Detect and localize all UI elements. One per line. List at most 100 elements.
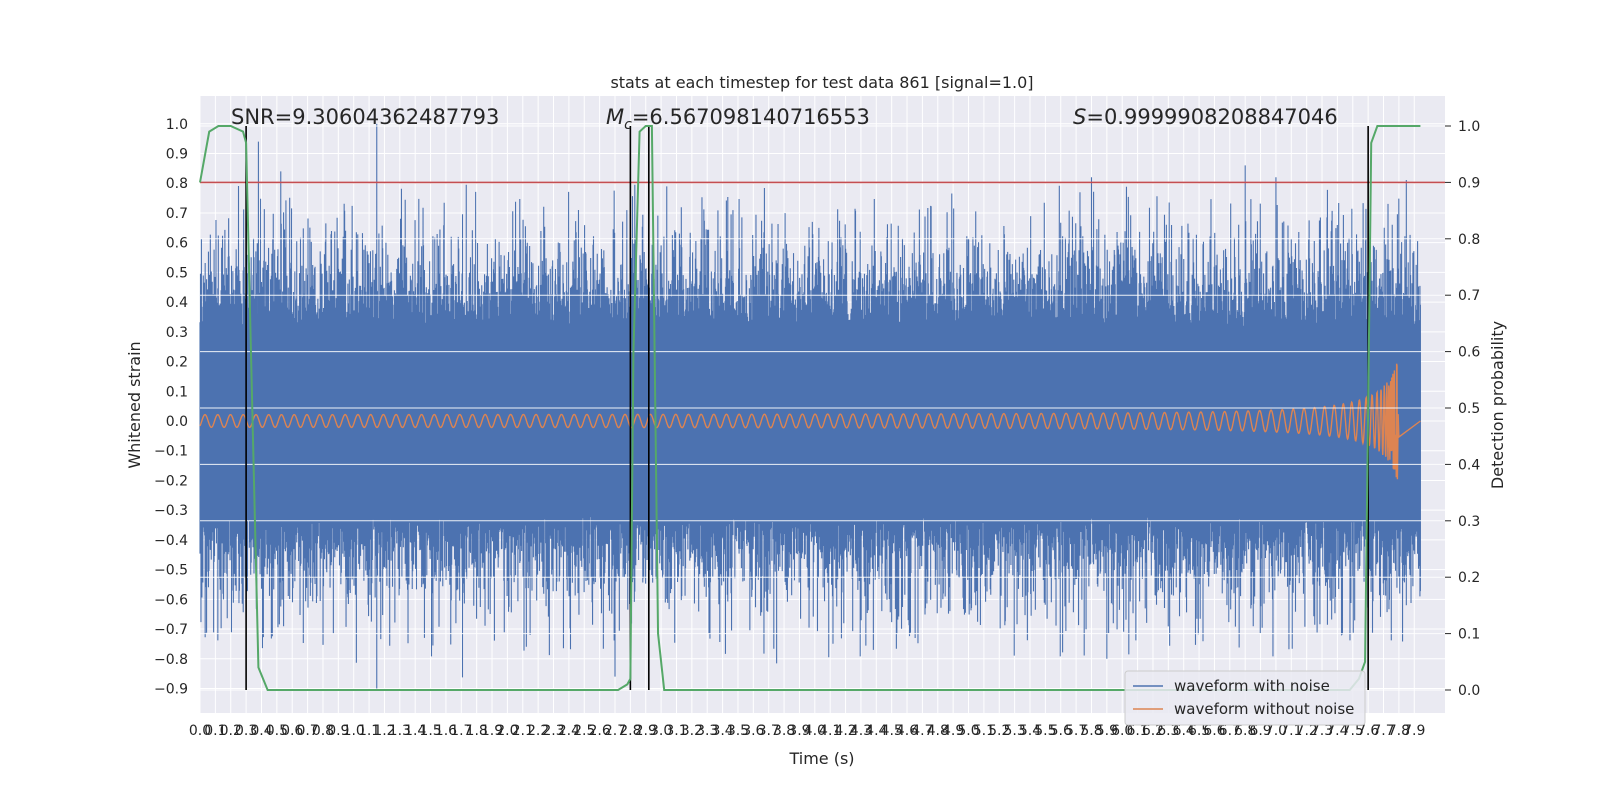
x-tick-label: 3.8: [773, 723, 795, 739]
x-tick-label: 2.3: [542, 723, 564, 739]
y-tick-label: 0.3: [166, 325, 188, 341]
y2-axis-label: Detection probability: [1488, 321, 1507, 489]
legend: waveform with noise waveform without noi…: [1124, 670, 1366, 726]
x-tick-label: 4.5: [881, 723, 903, 739]
x-tick-label: 4.4: [865, 723, 887, 739]
x-tick-label: 5.7: [1065, 723, 1087, 739]
x-tick-label: 2.5: [573, 723, 595, 739]
y-tick-label: −0.4: [154, 533, 188, 549]
x-tick-label: 4.1: [819, 723, 841, 739]
x-tick-label: 5.8: [1080, 723, 1102, 739]
y2-tick-label: 0.0: [1458, 683, 1480, 699]
series-waveform-without-noise: [199, 363, 1421, 480]
x-tick-label: 3.4: [711, 723, 733, 739]
x-tick-label: 0.2: [220, 723, 242, 739]
noise-spikes: [199, 123, 1421, 689]
x-tick-label: 3.2: [681, 723, 703, 739]
series-waveform-with-noise: [199, 123, 1421, 689]
x-tick-label: 0.1: [204, 723, 226, 739]
x-tick-label: 5.1: [973, 723, 995, 739]
x-tick-label: 7.0: [1265, 723, 1287, 739]
y2-tick-label: 0.9: [1458, 175, 1480, 191]
x-tick-label: 2.7: [604, 723, 626, 739]
x-tick-label: 1.5: [419, 723, 441, 739]
x-tick-label: 6.0: [1111, 723, 1133, 739]
x-tick-label: 6.8: [1234, 723, 1256, 739]
x-tick-label: 6.7: [1219, 723, 1241, 739]
y-tick-label: 1.0: [166, 117, 188, 133]
y-tick-label: −0.5: [154, 563, 188, 579]
x-tick-label: 1.0: [343, 723, 365, 739]
x-tick-label: 4.3: [850, 723, 872, 739]
y2-tick-label: 0.8: [1458, 232, 1480, 248]
y-axis-label: Whitened strain: [125, 341, 144, 468]
x-tick-label: 5.5: [1034, 723, 1056, 739]
x-tick-label: 7.5: [1342, 723, 1364, 739]
x-tick-label: 7.7: [1372, 723, 1394, 739]
chart-title: stats at each timestep for test data 861…: [610, 73, 1033, 92]
x-tick-label: 7.4: [1326, 723, 1348, 739]
x-tick-label: 2.6: [588, 723, 610, 739]
x-tick-label: 7.8: [1388, 723, 1410, 739]
y-tick-label: −0.8: [154, 652, 188, 668]
x-tick-label: 2.2: [527, 723, 549, 739]
x-tick-label: 1.2: [373, 723, 395, 739]
y-tick-label: 0.2: [166, 355, 188, 371]
x-tick-label: 5.3: [1003, 723, 1025, 739]
x-tick-label: 4.0: [804, 723, 826, 739]
x-tick-label: 6.9: [1249, 723, 1271, 739]
x-tick-label: 1.9: [481, 723, 503, 739]
legend-label-clean: waveform without noise: [1174, 700, 1354, 718]
x-tick-label: 7.2: [1296, 723, 1318, 739]
x-tick-label: 0.7: [296, 723, 318, 739]
snr-annotation: SNR=9.30604362487793: [231, 105, 499, 129]
y2-tick-label: 1.0: [1458, 119, 1480, 135]
y2-tick-label: 0.1: [1458, 627, 1480, 643]
x-axis-label: Time (s): [788, 749, 854, 768]
x-tick-label: 0.4: [250, 723, 272, 739]
x-tick-label: 1.1: [358, 723, 380, 739]
x-tick-label: 3.7: [758, 723, 780, 739]
x-tick-label: 6.6: [1203, 723, 1225, 739]
y2-tick-label: 0.3: [1458, 514, 1480, 530]
x-tick-label: 3.6: [742, 723, 764, 739]
chirp-mass-symbol: M: [606, 105, 624, 129]
x-tick-label: 3.9: [788, 723, 810, 739]
x-tick-label: 7.6: [1357, 723, 1379, 739]
x-tick-label: 0.9: [327, 723, 349, 739]
y-tick-label: 0.9: [166, 147, 188, 163]
x-tick-label: 2.0: [496, 723, 518, 739]
x-tick-label: 2.8: [619, 723, 641, 739]
x-tick-label: 4.2: [834, 723, 856, 739]
y-tick-label: 0.0: [166, 414, 188, 430]
axis-layer: 0.00.10.20.30.40.50.60.70.80.91.01.11.21…: [154, 117, 1480, 739]
x-tick-label: 7.9: [1403, 723, 1425, 739]
x-tick-label: 1.8: [466, 723, 488, 739]
x-tick-label: 7.1: [1280, 723, 1302, 739]
y2-tick-label: 0.5: [1458, 401, 1480, 417]
x-tick-label: 5.0: [957, 723, 979, 739]
x-tick-label: 3.5: [727, 723, 749, 739]
x-tick-label: 3.0: [650, 723, 672, 739]
x-tick-label: 1.3: [389, 723, 411, 739]
y2-tick-label: 0.6: [1458, 345, 1480, 361]
y-tick-label: −0.1: [154, 444, 188, 460]
x-tick-label: 6.3: [1157, 723, 1179, 739]
score-value: =0.9999908208847046: [1086, 105, 1337, 129]
x-tick-label: 1.6: [435, 723, 457, 739]
y-tick-label: −0.7: [154, 622, 188, 638]
x-tick-label: 4.8: [927, 723, 949, 739]
y-tick-label: −0.9: [154, 681, 188, 697]
y-tick-label: 0.1: [166, 384, 188, 400]
x-tick-label: 2.4: [558, 723, 580, 739]
x-tick-label: 3.3: [696, 723, 718, 739]
x-tick-label: 6.2: [1142, 723, 1164, 739]
y-tick-label: 0.5: [166, 265, 188, 281]
x-tick-label: 3.1: [665, 723, 687, 739]
legend-label-noise: waveform with noise: [1174, 677, 1330, 695]
y-tick-label: −0.3: [154, 503, 188, 519]
y-tick-label: −0.2: [154, 473, 188, 489]
x-tick-label: 0.6: [281, 723, 303, 739]
